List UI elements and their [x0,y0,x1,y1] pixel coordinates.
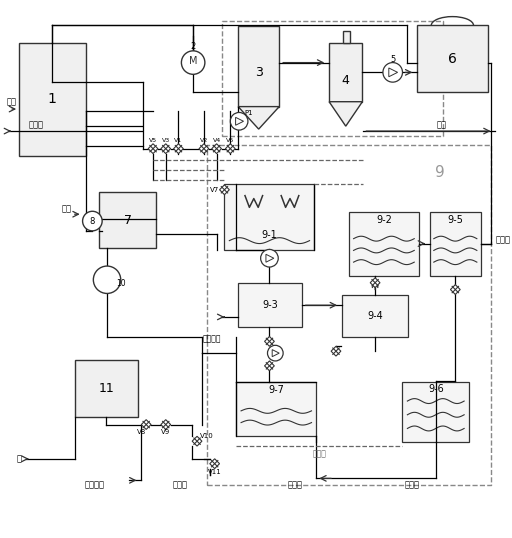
Bar [238,282,302,327]
Circle shape [93,266,121,293]
Circle shape [82,211,102,231]
Text: M: M [189,55,198,66]
Bar [342,295,409,336]
Text: 空气: 空气 [62,205,72,214]
Text: 2: 2 [190,43,196,52]
Text: 11: 11 [99,382,114,395]
Polygon shape [174,144,183,153]
Polygon shape [236,117,244,125]
Text: V7: V7 [210,187,219,193]
Text: V10: V10 [200,433,214,440]
Polygon shape [192,436,202,446]
Polygon shape [161,420,170,429]
Text: 空调温水: 空调温水 [203,334,222,343]
Bar [329,43,362,102]
Text: V2: V2 [200,138,208,143]
Text: 6: 6 [448,52,457,66]
Polygon shape [370,278,380,288]
Text: 1: 1 [48,92,57,107]
Text: 生活热水: 生活热水 [84,481,104,490]
Polygon shape [272,350,279,357]
Text: 排水: 排水 [437,121,446,130]
Text: 冷部水: 冷部水 [287,481,303,490]
Circle shape [267,345,283,361]
Polygon shape [451,285,460,294]
Text: P1: P1 [245,110,253,116]
Text: 5: 5 [390,55,395,64]
Bar [349,213,419,276]
Text: 8: 8 [90,217,95,225]
Circle shape [383,62,402,82]
Polygon shape [199,144,209,153]
Text: V4: V4 [212,138,221,143]
Polygon shape [161,144,170,153]
Text: V1: V1 [175,138,182,143]
Polygon shape [212,144,222,153]
Polygon shape [329,102,362,126]
Bar [99,192,156,249]
Text: 9-5: 9-5 [447,215,463,225]
Bar [19,43,86,155]
Text: 3: 3 [255,66,263,79]
Text: 冷冻水: 冷冻水 [405,481,420,490]
Bar [430,213,481,276]
Text: V8: V8 [137,429,146,435]
Text: 9-4: 9-4 [367,311,383,321]
Circle shape [181,51,205,74]
Bar [238,26,279,107]
Text: 9: 9 [435,165,444,180]
Text: V5: V5 [149,138,157,143]
Text: 10: 10 [116,279,125,288]
Polygon shape [225,144,235,153]
Text: V6: V6 [226,138,234,143]
Text: 9-3: 9-3 [262,300,278,310]
Text: 电: 电 [16,454,22,463]
Text: V11: V11 [208,470,222,476]
Text: 4: 4 [342,74,350,87]
Text: 9-6: 9-6 [428,384,443,394]
Polygon shape [389,68,398,77]
Text: V3: V3 [162,138,170,143]
Text: 空调水: 空调水 [173,481,188,490]
Polygon shape [265,336,274,346]
Circle shape [261,250,278,267]
Polygon shape [210,459,220,469]
Bar [402,381,469,442]
Polygon shape [238,107,279,129]
Polygon shape [141,420,151,429]
Text: 冷部水: 冷部水 [312,449,326,458]
Bar [343,31,350,43]
Polygon shape [265,361,274,371]
Text: 9-1: 9-1 [262,230,278,240]
Bar [236,383,316,436]
Text: 冷部水: 冷部水 [496,235,510,244]
Bar [75,360,138,417]
Text: 7: 7 [123,214,132,226]
Text: 空气: 空气 [6,98,16,107]
Text: 弃米水: 弃米水 [28,121,43,130]
Text: 9-2: 9-2 [376,215,392,225]
Bar [223,20,442,136]
Bar [207,145,490,485]
Polygon shape [266,254,274,262]
Circle shape [230,112,248,130]
Text: V9: V9 [161,429,170,435]
Bar [224,184,314,250]
Polygon shape [220,185,229,195]
Bar [417,25,487,92]
Polygon shape [331,346,341,356]
Polygon shape [148,144,158,153]
Text: 9-7: 9-7 [268,385,284,395]
